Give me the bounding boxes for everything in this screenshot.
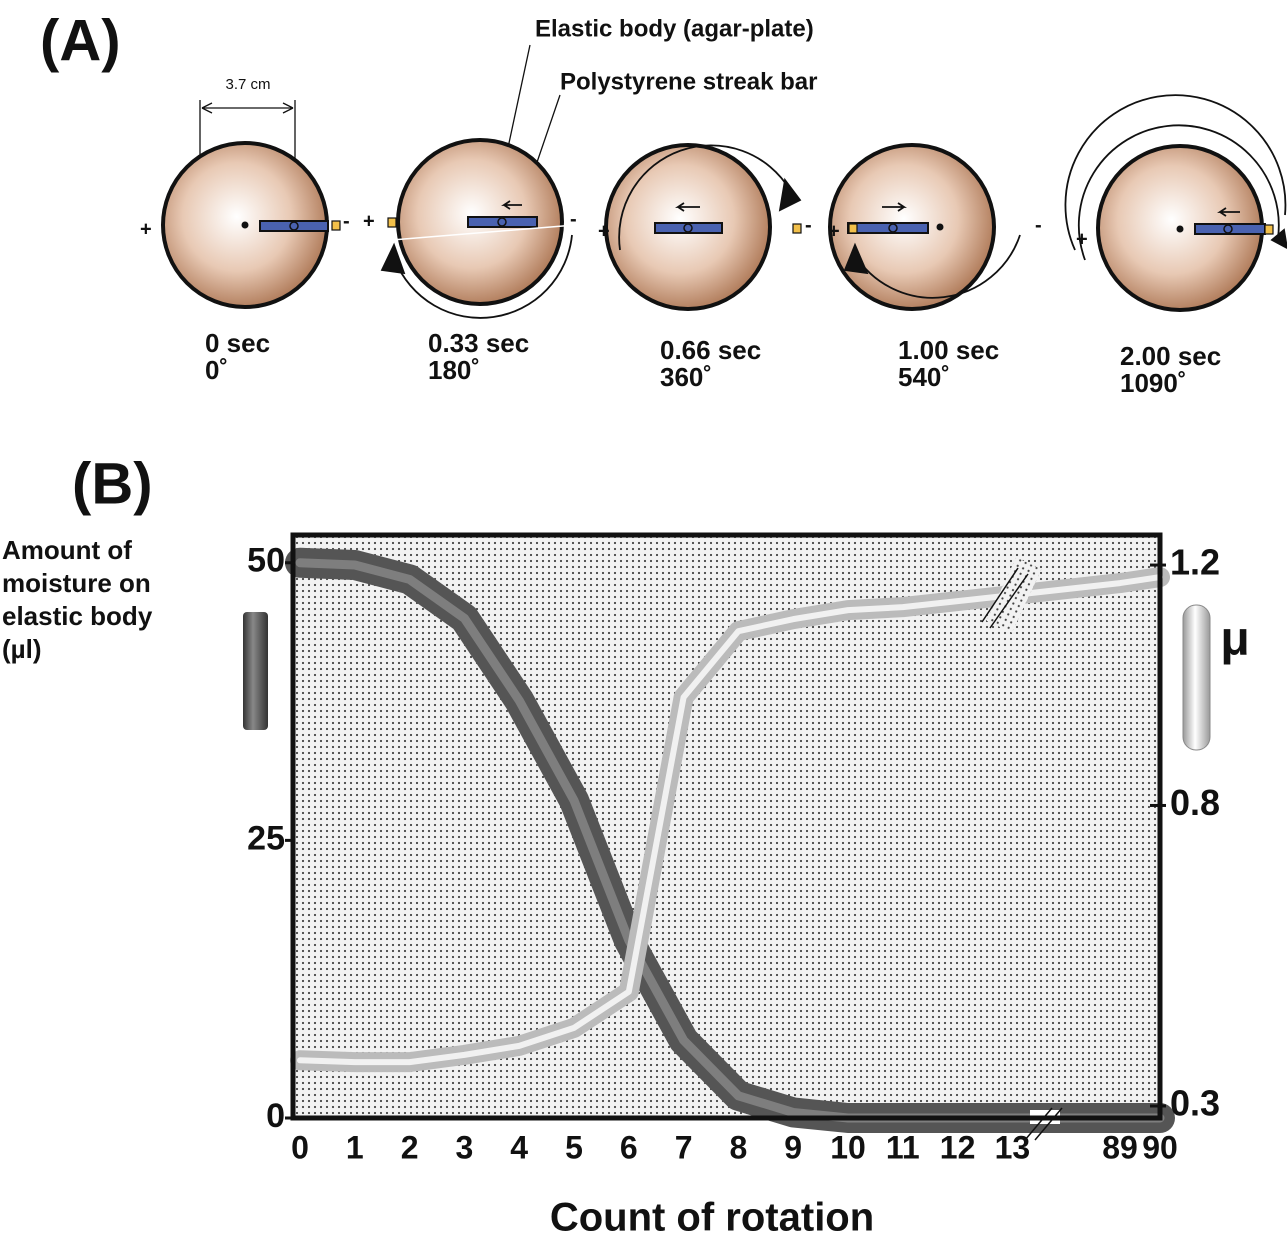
minus-sign: - — [805, 214, 812, 236]
y-label-line: elastic body — [2, 601, 153, 631]
y-label-line: Amount of — [2, 535, 132, 565]
angle-label: 540˚ — [898, 362, 950, 392]
annotation: Polystyrene streak bar — [560, 68, 817, 95]
panel-label: (B) — [72, 451, 153, 516]
x-tick-label: 90 — [1142, 1129, 1178, 1165]
time-label: 2.00 sec — [1120, 341, 1221, 371]
panel-label: (A) — [40, 8, 121, 73]
series-highlight — [297, 574, 1163, 1066]
legend-mu — [1182, 604, 1211, 751]
motion-arrows — [380, 94, 1287, 319]
x-tick-label: 7 — [675, 1129, 693, 1165]
angle-label: 180˚ — [428, 355, 480, 385]
x-tick-label: 9 — [784, 1129, 802, 1165]
polarity: + - + - + - + - + — [140, 208, 1088, 250]
x-tick-label: 10 — [830, 1129, 866, 1165]
x-tick-label: 5 — [565, 1129, 583, 1165]
y-axis-label: Amount of moisture on elastic body (µl) — [2, 535, 153, 664]
x-tick-label: 89 — [1102, 1129, 1138, 1165]
angle-label: 1090˚ — [1120, 368, 1187, 398]
minus-sign: - — [1035, 214, 1042, 236]
plus-sign: + — [140, 218, 152, 240]
plot-area — [293, 535, 1160, 1118]
centers — [241, 221, 1184, 233]
plus-sign: + — [1076, 228, 1088, 250]
x-tick-label: 0 — [291, 1129, 309, 1165]
markers — [331, 217, 1274, 235]
y-tick-label: 25 — [247, 819, 285, 857]
y2-tick-label: 0.8 — [1170, 782, 1220, 823]
legend-moisture — [243, 612, 268, 730]
x-tick-label: 3 — [456, 1129, 474, 1165]
y-label-line: (µl) — [2, 634, 42, 664]
frame-labels: 0 sec 0˚ 0.33 sec 180˚ 0.66 sec 360˚ 1.0… — [205, 328, 1221, 398]
minus-sign: - — [343, 210, 350, 232]
y-tick-label: 0 — [266, 1097, 285, 1135]
y2-tick-label: 0.3 — [1170, 1082, 1220, 1123]
guide — [391, 224, 576, 241]
plot-frame — [290, 532, 1163, 1121]
x-axis-label: Count of rotation — [550, 1196, 874, 1238]
y-label-line: moisture on — [2, 568, 151, 598]
time-label: 0.66 sec — [660, 335, 761, 365]
plus-sign: + — [363, 210, 375, 232]
x-tick-label: 11 — [886, 1129, 920, 1165]
y2-tick-label: 1.2 — [1170, 542, 1220, 583]
x-tick-label: 2 — [401, 1129, 419, 1165]
plus-sign: + — [828, 220, 840, 242]
x-tick-label: 6 — [620, 1129, 638, 1165]
plus-sign: + — [598, 220, 610, 242]
x-tick-label: 13 — [995, 1129, 1031, 1165]
minus-sign: - — [570, 208, 577, 230]
time-label: 0.33 sec — [428, 328, 529, 358]
annotation: Elastic body (agar-plate) — [535, 15, 814, 42]
x-tick-label: 1 — [346, 1129, 364, 1165]
x-tick-label: 12 — [940, 1129, 976, 1165]
angle-label: 360˚ — [660, 362, 712, 392]
angle-label: 0˚ — [205, 355, 228, 385]
bar-pivots — [289, 217, 1233, 234]
x-tick-label: 4 — [510, 1129, 528, 1165]
time-label: 1.00 sec — [898, 335, 999, 365]
x-tick-label: 8 — [730, 1129, 748, 1165]
y2-axis-label: μ — [1220, 613, 1249, 666]
time-label: 0 sec — [205, 328, 270, 358]
y-tick-label: 50 — [247, 542, 285, 580]
annotation: 3.7 cm — [225, 76, 270, 93]
